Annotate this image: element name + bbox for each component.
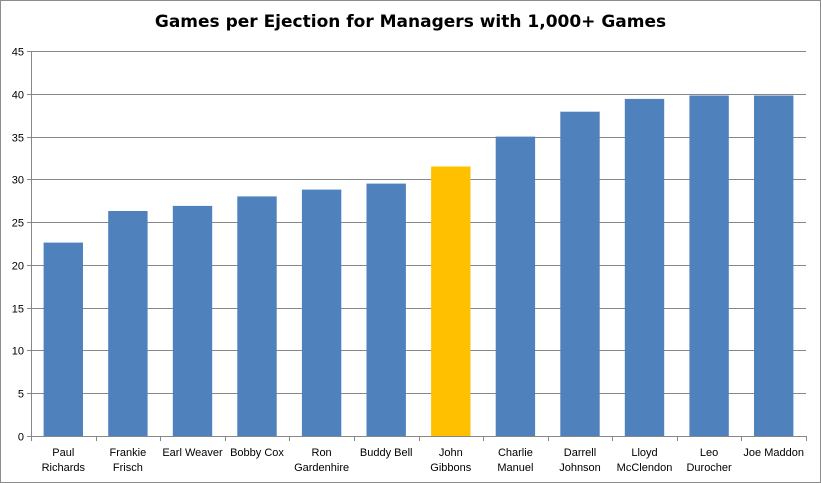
x-category-label: Johnson <box>559 462 601 474</box>
bar <box>560 111 600 436</box>
bar <box>301 189 342 436</box>
x-category-label: Bobby Cox <box>230 447 284 459</box>
x-category-label: Richards <box>42 462 86 474</box>
y-tick-label: 0 <box>18 432 24 444</box>
y-tick-label: 10 <box>12 346 24 358</box>
y-tick-label: 35 <box>12 133 24 145</box>
x-category-label: Frisch <box>113 462 143 474</box>
bar <box>495 136 536 436</box>
y-tick-labels: 0 5 10 15 20 25 30 35 40 45 <box>12 47 24 444</box>
x-category-label: Leo <box>700 447 718 459</box>
y-tick-label: 15 <box>12 304 24 316</box>
x-category-label: Joe Maddon <box>743 447 804 459</box>
x-category-label: Frankie <box>110 447 147 459</box>
x-category-label: Charlie <box>498 447 533 459</box>
x-category-label: Gardenhire <box>294 462 349 474</box>
bar <box>108 211 148 436</box>
y-tick-label: 40 <box>12 90 24 102</box>
x-category-label: John <box>439 447 463 459</box>
y-tick-label: 25 <box>12 218 24 230</box>
x-category-label: Durocher <box>686 462 732 474</box>
x-category-label: Darrell <box>564 447 596 459</box>
bar <box>689 95 729 436</box>
y-tick-label: 45 <box>12 47 24 59</box>
x-category-label: Ron <box>312 447 332 459</box>
bars <box>43 95 794 437</box>
bar <box>624 98 665 437</box>
x-category-label: Manuel <box>497 462 533 474</box>
x-category-label: Paul <box>52 447 74 459</box>
x-category-label: Earl Weaver <box>162 447 223 459</box>
x-category-label: Gibbons <box>430 462 471 474</box>
x-category-label: Buddy Bell <box>360 447 413 459</box>
y-tick-label: 20 <box>12 261 24 273</box>
bar <box>754 95 794 436</box>
y-tick-label: 5 <box>18 389 24 401</box>
bar <box>237 196 277 436</box>
x-category-label: Lloyd <box>631 447 657 459</box>
x-category-labels: Paul Richards Frankie Frisch Earl Weaver Bobb… <box>42 447 804 474</box>
bar <box>43 242 83 436</box>
y-tick-label: 30 <box>12 175 24 187</box>
axes <box>27 51 807 441</box>
bar <box>172 205 213 436</box>
x-category-label: McClendon <box>617 462 673 474</box>
bar <box>366 183 406 436</box>
bar <box>431 166 471 436</box>
gridlines <box>31 51 806 394</box>
chart-title: Games per Ejection for Managers with 1,0… <box>154 12 667 32</box>
